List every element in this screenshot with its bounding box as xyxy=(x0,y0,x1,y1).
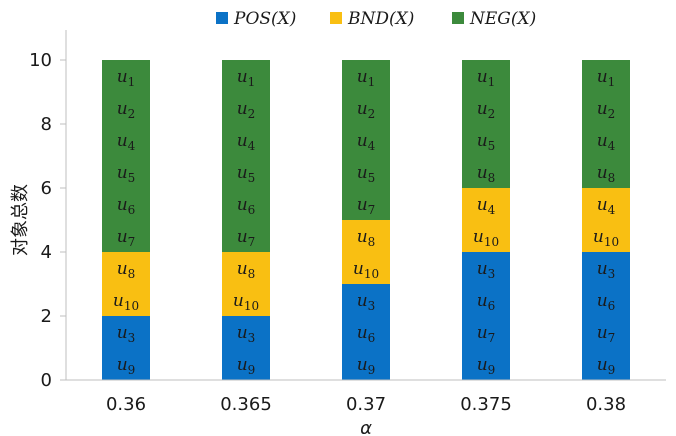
legend-swatch xyxy=(452,12,464,24)
bar-segment-negx xyxy=(102,60,150,252)
bar-segment-bndx xyxy=(582,188,630,252)
segment-member-label: u7 xyxy=(597,323,616,345)
segment-member-label: u7 xyxy=(117,227,136,249)
y-tick-label: 0 xyxy=(41,370,52,391)
segment-member-label: u7 xyxy=(357,195,376,217)
segment-member-label: u2 xyxy=(477,99,496,121)
legend: POS(X) BND(X) NEG(X) xyxy=(216,9,536,29)
segment-member-label: u4 xyxy=(357,131,376,153)
segment-member-label: u8 xyxy=(237,259,256,281)
segment-member-label: u3 xyxy=(117,323,136,345)
legend-label: NEG(X) xyxy=(469,9,536,29)
segment-member-label: u4 xyxy=(117,131,136,153)
segment-member-label: u9 xyxy=(477,355,496,377)
bar-segment-bndx xyxy=(222,252,270,316)
segment-member-label: u9 xyxy=(237,355,256,377)
segment-member-label: u1 xyxy=(237,67,256,89)
segment-member-label: u6 xyxy=(357,323,376,345)
segment-member-label: u2 xyxy=(597,99,616,121)
x-tick-label: 0.365 xyxy=(220,394,272,415)
segment-member-label: u5 xyxy=(477,131,496,153)
segment-member-label: u4 xyxy=(597,131,616,153)
segment-member-label: u4 xyxy=(597,195,616,217)
bar-segment-posx xyxy=(342,284,390,380)
segment-member-label: u8 xyxy=(357,227,376,249)
segment-member-label: u10 xyxy=(353,259,379,281)
segment-member-label: u8 xyxy=(117,259,136,281)
y-tick-label: 2 xyxy=(41,306,52,327)
bar-segment-negx xyxy=(462,60,510,188)
segment-member-label: u6 xyxy=(477,291,496,313)
y-tick-label: 6 xyxy=(41,178,52,199)
segment-member-label: u5 xyxy=(117,163,136,185)
y-tick-label: 10 xyxy=(29,50,52,71)
y-axis: 0 2 4 6 8 10 xyxy=(29,30,67,391)
x-tick-label: 0.38 xyxy=(586,394,626,415)
x-axis-title: α xyxy=(360,418,372,436)
x-tick-label: 0.375 xyxy=(460,394,512,415)
segment-member-label: u2 xyxy=(117,99,136,121)
legend-swatch xyxy=(216,12,228,24)
bar-segment-posx xyxy=(102,316,150,380)
segment-member-label: u6 xyxy=(237,195,256,217)
legend-label: BND(X) xyxy=(347,9,414,29)
segment-member-label: u9 xyxy=(597,355,616,377)
bar-segment-bndx xyxy=(102,252,150,316)
segment-member-label: u1 xyxy=(357,67,376,89)
segment-member-label: u2 xyxy=(237,99,256,121)
segment-member-label: u7 xyxy=(237,227,256,249)
bar-segment-bndx xyxy=(462,188,510,252)
segment-member-label: u10 xyxy=(233,291,259,313)
segment-member-label: u1 xyxy=(597,67,616,89)
segment-member-label: u8 xyxy=(597,163,616,185)
y-tick-label: 8 xyxy=(41,114,52,135)
bar-segment-bndx xyxy=(342,220,390,284)
y-tick-label: 4 xyxy=(41,242,52,263)
segment-member-label: u10 xyxy=(473,227,499,249)
bar-segment-posx xyxy=(582,252,630,380)
segment-member-label: u3 xyxy=(237,323,256,345)
segment-member-label: u3 xyxy=(357,291,376,313)
legend-label: POS(X) xyxy=(233,9,296,29)
bar-segment-posx xyxy=(462,252,510,380)
x-tick-label: 0.37 xyxy=(346,394,386,415)
segment-member-label: u3 xyxy=(477,259,496,281)
segment-member-label: u10 xyxy=(593,227,619,249)
legend-swatch xyxy=(330,12,342,24)
segment-member-label: u9 xyxy=(357,355,376,377)
segment-member-label: u4 xyxy=(237,131,256,153)
segment-member-label: u1 xyxy=(117,67,136,89)
bar-segment-negx xyxy=(582,60,630,188)
bars: u3 u9 u8 u10 u1 u2 u4 u5 u6 u7 u3 u9 u8 u10 u1 u2 u4 u5 u6… xyxy=(102,60,630,380)
bar-segment-posx xyxy=(222,316,270,380)
segment-member-label: u5 xyxy=(357,163,376,185)
segment-member-label: u6 xyxy=(117,195,136,217)
x-tick-label: 0.36 xyxy=(106,394,146,415)
segment-member-label: u1 xyxy=(477,67,496,89)
bar-segment-negx xyxy=(222,60,270,252)
segment-member-label: u9 xyxy=(117,355,136,377)
x-axis: 0.36 0.365 0.37 0.375 0.38 xyxy=(66,379,666,415)
segment-member-label: u6 xyxy=(597,291,616,313)
segment-member-label: u2 xyxy=(357,99,376,121)
segment-member-label: u5 xyxy=(237,163,256,185)
bar-segment-negx xyxy=(342,60,390,220)
y-axis-title: 对象总数 xyxy=(10,184,31,256)
segment-member-label: u4 xyxy=(477,195,496,217)
segment-member-label: u3 xyxy=(597,259,616,281)
segment-member-label: u7 xyxy=(477,323,496,345)
segment-member-label: u8 xyxy=(477,163,496,185)
segment-member-label: u10 xyxy=(113,291,139,313)
